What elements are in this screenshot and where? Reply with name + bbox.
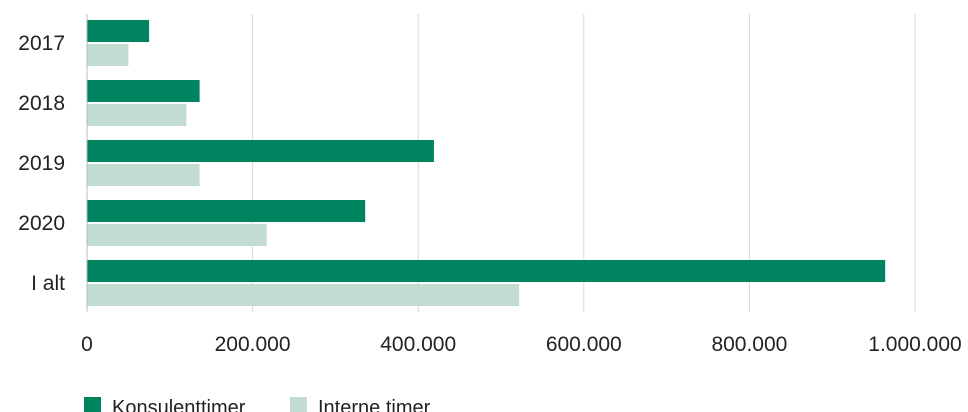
- bar-interne-timer-2020: [87, 224, 267, 246]
- y-tick-label-1: 2018: [18, 92, 65, 115]
- y-tick-label-4: I alt: [31, 272, 65, 295]
- bar-interne-timer-2017: [87, 44, 129, 66]
- y-tick-label-0: 2017: [18, 32, 65, 55]
- x-tick-label-5: 1.000.000: [868, 333, 961, 356]
- x-tick-label-3: 600.000: [546, 333, 622, 356]
- x-tick-label-0: 0: [81, 333, 93, 356]
- y-tick-label-3: 2020: [18, 212, 65, 235]
- bar-konsulenttimer-2018: [87, 80, 200, 102]
- bar-konsulenttimer-2020: [87, 200, 366, 222]
- bar-konsulenttimer-2017: [87, 20, 150, 42]
- legend: Konsulenttimer Interne timer: [84, 397, 431, 412]
- bar-konsulenttimer-2019: [87, 140, 434, 162]
- y-tick-labels: 2017 2018 2019 2020 I alt: [18, 32, 65, 295]
- legend-label-1: Interne timer: [318, 397, 431, 412]
- x-tick-labels: 0 200.000 400.000 600.000 800.000 1.000.000: [81, 333, 962, 356]
- bar-interne-timer-i-alt: [87, 284, 520, 306]
- bars: [87, 20, 886, 306]
- legend-swatch-0: [84, 397, 101, 412]
- x-tick-label-4: 800.000: [711, 333, 787, 356]
- x-tick-label-2: 400.000: [380, 333, 456, 356]
- legend-label-0: Konsulenttimer: [112, 397, 246, 412]
- y-tick-label-2: 2019: [18, 152, 65, 175]
- bar-interne-timer-2019: [87, 164, 200, 186]
- legend-swatch-1: [290, 397, 307, 412]
- bar-interne-timer-2018: [87, 104, 187, 126]
- x-tick-label-1: 200.000: [215, 333, 291, 356]
- bar-konsulenttimer-i-alt: [87, 260, 886, 282]
